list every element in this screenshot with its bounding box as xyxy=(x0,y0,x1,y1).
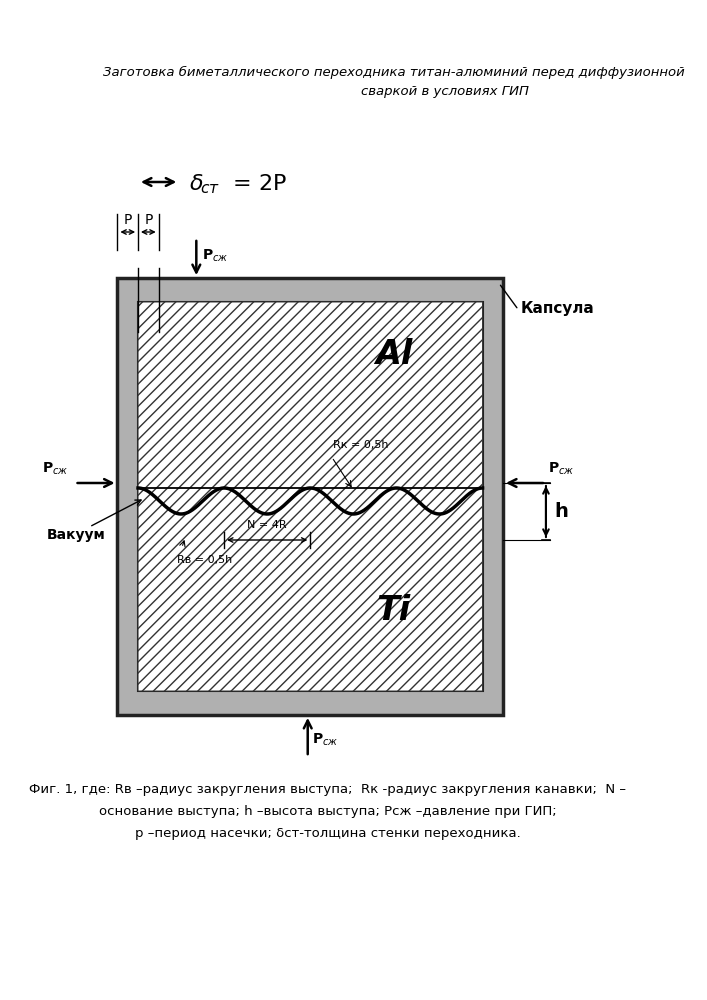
Text: Капсула: Капсула xyxy=(520,300,594,316)
Text: Р$_{сж}$: Р$_{сж}$ xyxy=(42,461,69,477)
Polygon shape xyxy=(138,302,483,514)
Text: Фиг. 1, где: Rв –радиус закругления выступа;  Rк -радиус закругления канавки;  N: Фиг. 1, где: Rв –радиус закругления выст… xyxy=(29,784,626,796)
Text: основание выступа; h –высота выступа; Рсж –давление при ГИП;: основание выступа; h –высота выступа; Рс… xyxy=(98,806,556,818)
Bar xyxy=(138,302,483,691)
Text: Rв = 0,5h: Rв = 0,5h xyxy=(177,555,233,565)
Bar xyxy=(117,278,503,715)
Text: Заготовка биметаллического переходника титан-алюминий перед диффузионной: Заготовка биметаллического переходника т… xyxy=(103,65,684,79)
Text: р –период насечки; δст-толщина стенки переходника.: р –период насечки; δст-толщина стенки пе… xyxy=(134,828,520,840)
Polygon shape xyxy=(138,488,483,691)
Text: Р$_{сж}$: Р$_{сж}$ xyxy=(312,732,339,748)
Text: P: P xyxy=(124,213,132,227)
Text: N = 4R: N = 4R xyxy=(247,520,287,530)
Text: Al: Al xyxy=(375,338,412,371)
Text: сваркой в условиях ГИП: сваркой в условиях ГИП xyxy=(361,86,529,99)
Text: $\delta_{\!ст}$  = 2P: $\delta_{\!ст}$ = 2P xyxy=(189,172,288,196)
Text: Р$_{сж}$: Р$_{сж}$ xyxy=(202,248,228,264)
Text: Вакуум: Вакуум xyxy=(47,528,105,542)
Text: Rк = 0,5h: Rк = 0,5h xyxy=(334,440,389,450)
Text: Ti: Ti xyxy=(376,593,411,626)
Text: P: P xyxy=(144,213,153,227)
Text: h: h xyxy=(554,502,568,521)
Text: Р$_{сж}$: Р$_{сж}$ xyxy=(548,461,574,477)
